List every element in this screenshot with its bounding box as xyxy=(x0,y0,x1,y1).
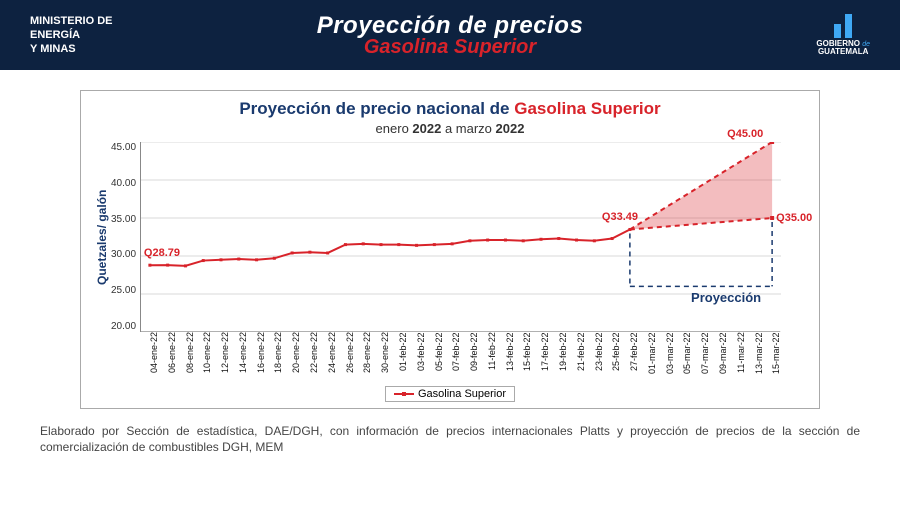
projection-label: Proyección xyxy=(691,290,761,305)
chart-legend: Gasolina Superior xyxy=(385,386,515,402)
gov-logo: GOBIERNO de GUATEMALA xyxy=(816,14,870,56)
logo-text: GOBIERNO de GUATEMALA xyxy=(816,40,870,56)
y-axis-label: Quetzales/ galón xyxy=(93,142,111,332)
header-bar: MINISTERIO DEENERGÍAY MINAS Proyección d… xyxy=(0,0,900,70)
chart-container: Proyección de precio nacional de Gasolin… xyxy=(80,90,820,409)
legend-swatch-icon xyxy=(394,393,414,395)
footer-source: Elaborado por Sección de estadística, DA… xyxy=(40,423,860,455)
logo-icon xyxy=(834,14,852,38)
chart-subtitle: enero 2022 a marzo 2022 xyxy=(93,121,807,136)
page-title: Proyección de precios Gasolina Superior xyxy=(317,12,584,59)
y-axis-ticks: 45.0040.0035.0030.0025.0020.00 xyxy=(111,142,140,332)
chart-title: Proyección de precio nacional de Gasolin… xyxy=(93,99,807,119)
x-axis-ticks: 04-ene-2206-ene-2208-ene-2210-ene-2212-e… xyxy=(149,332,789,384)
ministry-name: MINISTERIO DEENERGÍAY MINAS xyxy=(30,14,113,57)
chart-plot-area: Q28.79Q33.49Q45.00Q35.00Proyección xyxy=(140,142,780,332)
